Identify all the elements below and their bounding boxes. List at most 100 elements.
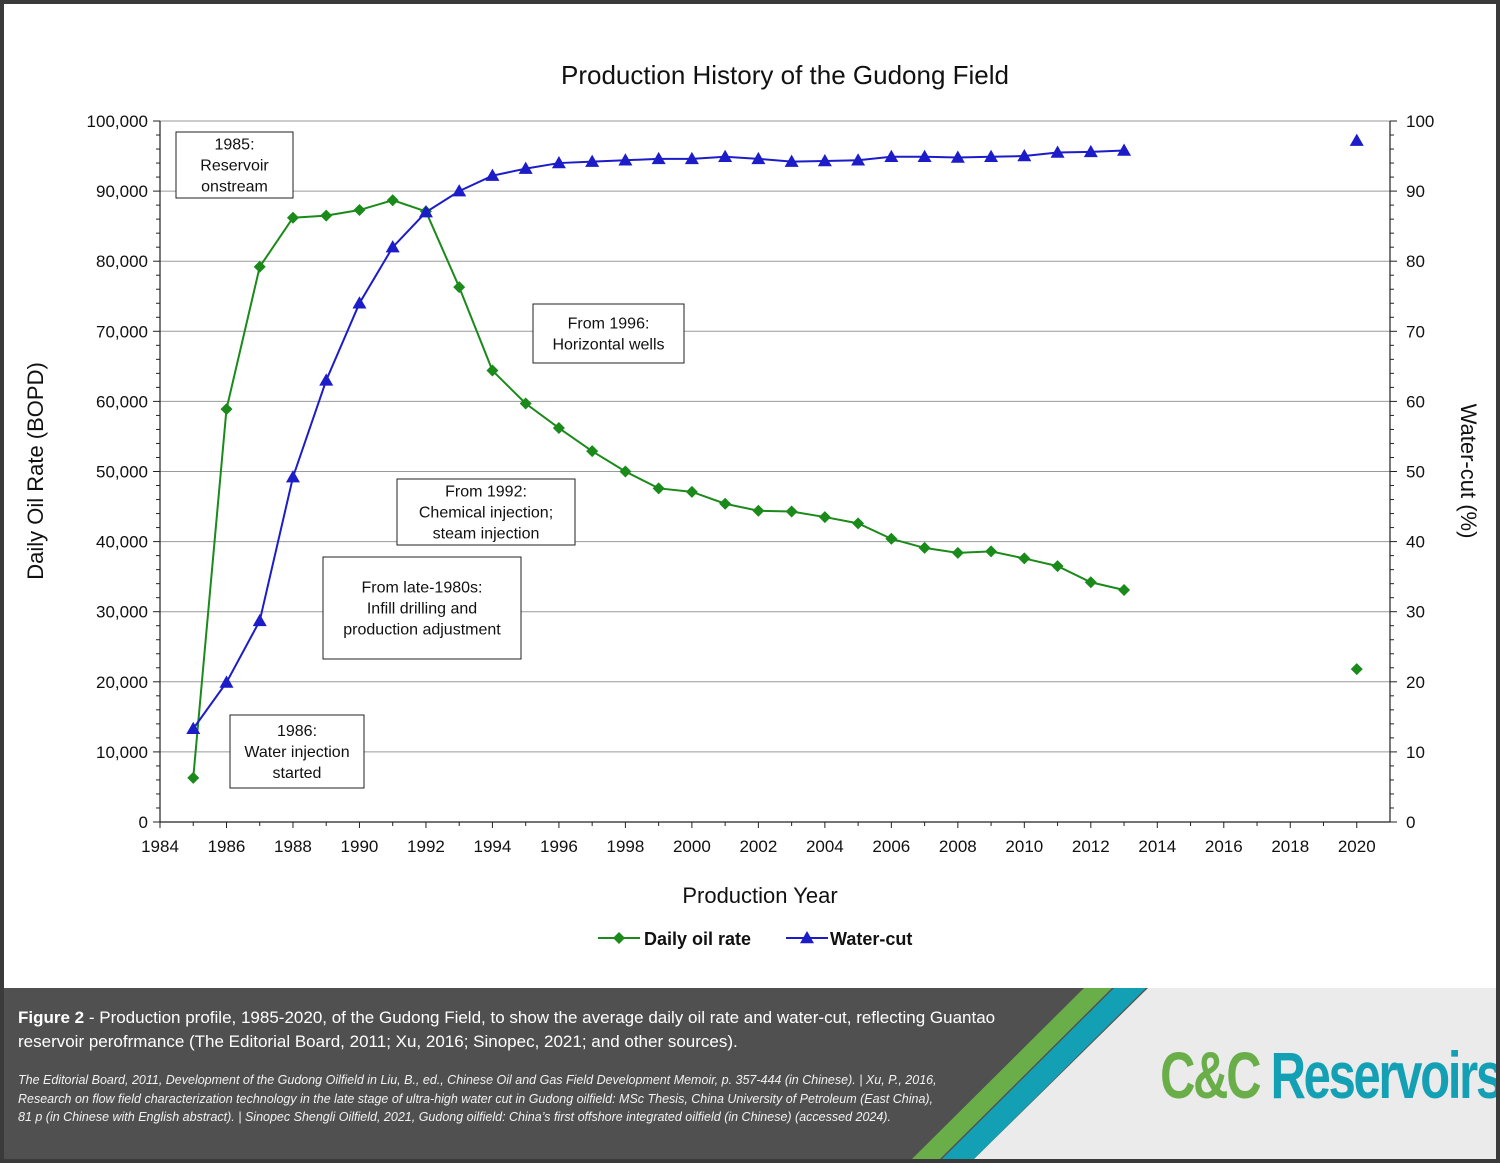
annotation-text: 1986:: [277, 723, 317, 740]
y-right-tick-label: 40: [1406, 533, 1425, 552]
water-cut-point: [1017, 149, 1032, 162]
y-right-tick-label: 60: [1406, 392, 1425, 411]
daily-oil-rate-point: [486, 364, 499, 377]
daily-oil-rate-point: [1350, 663, 1363, 676]
water-cut-point: [817, 153, 832, 167]
annotation-text: started: [273, 765, 322, 782]
x-tick-label: 1996: [540, 837, 578, 856]
water-cut-point: [352, 296, 367, 309]
x-tick-label: 1994: [474, 837, 512, 856]
x-tick-label: 2008: [939, 837, 977, 856]
teal-stripe: [942, 988, 1146, 1159]
annotation-text: Reservoir: [200, 158, 269, 175]
x-tick-label: 2010: [1005, 837, 1043, 856]
daily-oil-rate-point: [1051, 560, 1064, 573]
annotation-box: [175, 131, 294, 199]
daily-oil-rate-point: [1084, 576, 1097, 589]
daily-oil-rate-point: [985, 545, 998, 558]
water-cut-point: [452, 184, 467, 197]
x-tick-label: 1992: [407, 837, 445, 856]
daily-oil-rate-point: [951, 546, 964, 559]
y-left-tick-label: 0: [139, 813, 148, 832]
daily-oil-rate-point: [453, 281, 466, 294]
y-left-tick-label: 80,000: [96, 252, 148, 271]
series-layer: [186, 133, 1364, 784]
annotation-box: [532, 303, 685, 364]
y-axis-right-title: Water-cut (%): [1456, 404, 1481, 539]
daily-oil-rate-point: [220, 403, 233, 416]
y-right-tick-label: 20: [1406, 673, 1425, 692]
x-tick-label: 2018: [1271, 837, 1309, 856]
water-cut-point: [851, 153, 866, 166]
daily-oil-rate-point: [353, 204, 366, 217]
y-axis-left-title: Daily Oil Rate (BOPD): [23, 362, 48, 580]
water-cut-point: [418, 205, 433, 218]
water-cut-point: [385, 240, 400, 253]
daily-oil-rate-point: [1018, 552, 1031, 565]
daily-oil-rate-point: [1118, 583, 1131, 596]
x-tick-label: 1990: [341, 837, 379, 856]
x-tick-label: 1988: [274, 837, 312, 856]
annotation-box: [322, 556, 522, 660]
x-tick-label: 2006: [872, 837, 910, 856]
caption-footer: Figure 2 - Production profile, 1985-2020…: [4, 988, 1496, 1159]
y-right-tick-label: 70: [1406, 322, 1425, 341]
water-cut-point: [784, 154, 799, 167]
water-cut-point: [684, 151, 699, 165]
x-tick-label: 2014: [1138, 837, 1176, 856]
y-left-tick-label: 10,000: [96, 743, 148, 762]
annotation-text: steam injection: [433, 526, 540, 543]
y-left-tick-label: 60,000: [96, 392, 148, 411]
annotation-text: From 1992:: [445, 484, 527, 501]
annotation-text: onstream: [201, 179, 268, 196]
brand-panel-background: [974, 988, 1496, 1159]
water-cut-point: [319, 373, 334, 386]
water-cut-point: [1117, 143, 1132, 156]
annotation-layer: 1985: Reservoir onstream From 1996: Horizont…: [175, 131, 685, 789]
x-tick-label: 1998: [606, 837, 644, 856]
daily-oil-rate-point: [918, 541, 931, 554]
legend-label: Daily oil rate: [644, 929, 751, 949]
x-tick-label: 2000: [673, 837, 711, 856]
annotation-text: Water injection: [244, 744, 349, 761]
x-tick-label: 2002: [739, 837, 777, 856]
daily-oil-rate-point: [253, 260, 266, 273]
x-tick-label: 1984: [141, 837, 179, 856]
water-cut-point: [950, 150, 965, 163]
figure-caption: Figure 2 - Production profile, 1985-2020…: [18, 1006, 1018, 1054]
daily-oil-rate-point: [519, 397, 532, 410]
y-left-tick-label: 70,000: [96, 322, 148, 341]
y-left-tick-label: 30,000: [96, 603, 148, 622]
water-cut-point: [618, 153, 633, 166]
water-cut-point: [884, 149, 899, 163]
y-right-tick-label: 0: [1406, 813, 1415, 832]
water-cut-point: [485, 168, 500, 181]
water-cut-point: [718, 149, 733, 163]
y-left-tick-label: 50,000: [96, 463, 148, 482]
caption-text: - Production profile, 1985-2020, of the …: [18, 1008, 996, 1051]
brand-logo-part2: Reservoirs: [1259, 1038, 1496, 1112]
grid-layer: [160, 120, 1390, 753]
legend-marker: [800, 931, 814, 944]
water-cut-point: [1083, 144, 1098, 158]
water-cut-point: [551, 156, 566, 169]
x-tick-label: 2004: [806, 837, 844, 856]
legend-marker: [613, 932, 625, 944]
water-cut-point: [285, 470, 300, 483]
brand-panel: [912, 988, 1496, 1159]
daily-oil-rate-point: [187, 771, 200, 784]
x-tick-label: 2020: [1338, 837, 1376, 856]
water-cut-point: [186, 721, 201, 735]
y-right-tick-label: 80: [1406, 252, 1425, 271]
water-cut-point: [917, 149, 932, 163]
brand-logo-part1: C&C: [1160, 1038, 1261, 1112]
y-right-tick-label: 100: [1406, 112, 1434, 131]
annotation-text: Infill drilling and: [367, 601, 477, 618]
daily-oil-rate-point: [586, 445, 599, 458]
daily-oil-rate-point: [552, 422, 565, 435]
y-left-tick-label: 90,000: [96, 182, 148, 201]
y-right-tick-label: 30: [1406, 603, 1425, 622]
annotation-text: From 1996:: [568, 316, 650, 333]
y-left-tick-label: 20,000: [96, 673, 148, 692]
water-cut-point: [651, 151, 666, 165]
